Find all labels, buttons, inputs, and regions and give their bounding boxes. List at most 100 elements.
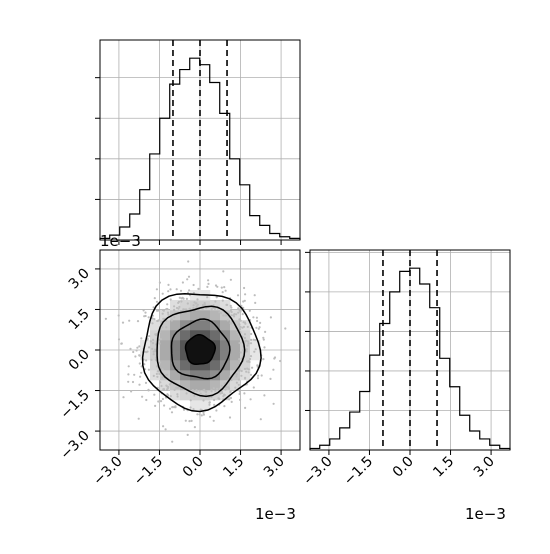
scatter-point [210,395,213,399]
scatter-point [151,342,155,345]
density-y-tick-label: 1.5 [66,306,93,333]
scatter-point [262,336,265,339]
scatter-point [150,358,153,361]
density-cell [180,310,191,321]
scatter-point [208,403,211,406]
scatter-point [174,405,177,408]
scatter-point [162,309,165,312]
density-x-tick-label: −3.0 [90,454,125,489]
scatter-point [186,433,189,436]
scatter-point [252,338,255,341]
scatter-point [158,372,161,375]
density-cell [200,380,211,391]
scatter-point [155,300,159,303]
scatter-point [235,373,238,376]
scatter-point [269,377,272,380]
scatter-point [158,281,161,284]
scatter-point [263,394,266,397]
contour-line-3 [156,305,246,398]
scatter-point [192,283,195,287]
scatter-point [241,313,244,316]
density-cell [190,380,201,391]
density-cell [190,370,201,381]
density-cell [170,320,181,331]
scatter-point [238,358,241,361]
scatter-point [167,290,170,293]
density-cell [220,300,231,311]
scatter-point [202,399,205,402]
scatter-point [161,397,164,401]
scatter-point [173,388,176,391]
scatter-point [204,390,207,393]
scatter-point [224,388,227,391]
scatter-point [238,328,242,331]
scatter-point [243,286,246,290]
scatter-point [127,380,130,383]
scatter-point [213,307,217,310]
scatter-point [196,413,199,416]
scatter-point [185,308,188,311]
scatter-point [254,301,257,304]
scatter-point [167,385,170,389]
scatter-point [193,394,196,397]
scatter-point [243,336,247,340]
scatter-point [165,384,168,387]
scatter-point [167,313,170,316]
scatter-point [207,279,210,282]
scatter-point [229,278,232,281]
scatter-point [171,406,174,409]
density-cell [210,300,221,311]
scatter-point [218,387,221,390]
scatter-point [230,400,233,403]
scatter-point [244,406,247,409]
scatter-point [104,317,107,320]
scatter-point [249,398,252,401]
scatter-point [243,299,246,302]
scatter-point [206,285,209,288]
scatter-point [140,371,143,374]
scatter-point [208,401,211,404]
scatter-point [189,406,192,409]
density-cell [200,320,211,331]
scatter-point [190,419,193,422]
scatter-point [195,389,198,392]
density-cell [240,320,251,331]
density-y-tick-label: 0.0 [66,347,93,374]
scatter-point [256,377,260,380]
scatter-point [133,373,136,376]
scatter-point [155,372,158,375]
scatter-point [188,289,191,292]
density-cell [190,360,201,371]
scatter-point [175,288,178,291]
scatter-point [173,308,176,311]
scatter-point [236,294,240,297]
scatter-point [176,393,179,396]
density-cell [200,370,211,381]
scatter-point [272,402,275,405]
scatter-point [158,361,162,364]
density-cell [190,320,201,331]
scatter-point [233,313,236,316]
scatter-point [247,371,250,374]
scatter-point [209,415,212,418]
scatter-point [178,296,181,299]
scatter-point [237,383,240,386]
density-cell [170,300,181,311]
scatter-point [186,278,189,281]
scatter-point [235,381,238,384]
scatter-point [251,366,254,369]
scatter-point [170,411,174,414]
scatter-point [219,311,223,315]
scatter-point [138,362,141,365]
scatter-point [184,419,187,422]
scatter-point [162,425,165,428]
scatter-point [229,322,233,325]
scatter-point [148,346,151,349]
scatter-point [222,395,225,398]
scatter-point [152,338,155,341]
scatter-point [263,346,266,349]
tick-layer: −3.0 −1.5 0.0 1.5 3.0−3.0−1.50.01.53.0−3.0 −1… [57,77,498,489]
scatter-point [237,307,240,310]
scatter-point [250,332,253,336]
scatter-point [173,305,176,308]
